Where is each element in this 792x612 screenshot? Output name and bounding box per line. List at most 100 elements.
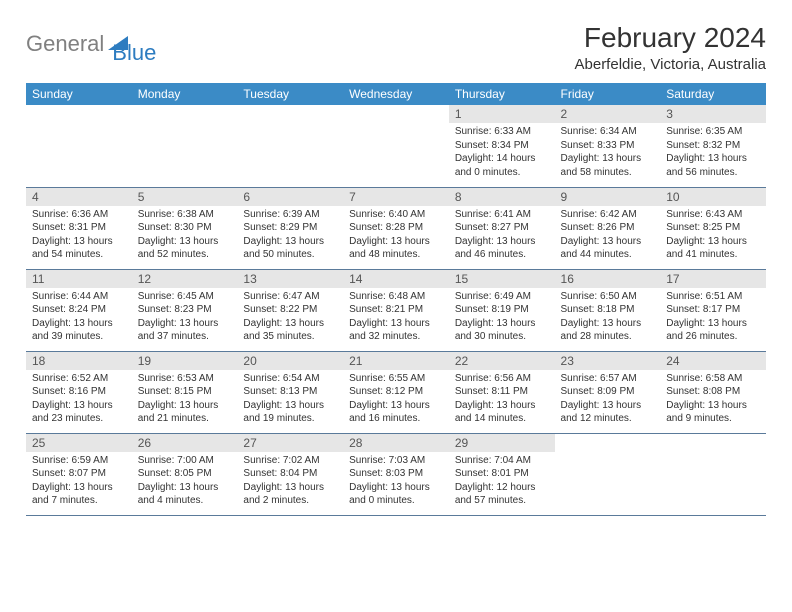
sunrise-text: Sunrise: 6:58 AM xyxy=(666,372,760,386)
calendar-table: Sunday Monday Tuesday Wednesday Thursday… xyxy=(26,83,766,516)
day-detail: Sunrise: 6:55 AMSunset: 8:12 PMDaylight:… xyxy=(343,370,449,430)
daylight-text: Daylight: 13 hours and 30 minutes. xyxy=(455,317,549,344)
day-number: 17 xyxy=(660,270,766,288)
sunset-text: Sunset: 8:03 PM xyxy=(349,467,443,481)
day-detail: Sunrise: 6:44 AMSunset: 8:24 PMDaylight:… xyxy=(26,288,132,348)
calendar-week-row: 4Sunrise: 6:36 AMSunset: 8:31 PMDaylight… xyxy=(26,187,766,269)
day-number: 6 xyxy=(237,188,343,206)
day-detail: Sunrise: 6:59 AMSunset: 8:07 PMDaylight:… xyxy=(26,452,132,512)
daylight-text: Daylight: 13 hours and 41 minutes. xyxy=(666,235,760,262)
daylight-text: Daylight: 13 hours and 26 minutes. xyxy=(666,317,760,344)
weekday-header: Monday xyxy=(132,83,238,105)
daylight-text: Daylight: 14 hours and 0 minutes. xyxy=(455,152,549,179)
daylight-text: Daylight: 13 hours and 58 minutes. xyxy=(561,152,655,179)
calendar-day-cell: 13Sunrise: 6:47 AMSunset: 8:22 PMDayligh… xyxy=(237,269,343,351)
day-number: 5 xyxy=(132,188,238,206)
daylight-text: Daylight: 13 hours and 23 minutes. xyxy=(32,399,126,426)
day-detail: Sunrise: 6:56 AMSunset: 8:11 PMDaylight:… xyxy=(449,370,555,430)
title-block: February 2024 Aberfeldie, Victoria, Aust… xyxy=(575,22,767,73)
sunrise-text: Sunrise: 6:57 AM xyxy=(561,372,655,386)
day-number: 19 xyxy=(132,352,238,370)
calendar-day-cell: 28Sunrise: 7:03 AMSunset: 8:03 PMDayligh… xyxy=(343,433,449,515)
calendar-day-cell: 23Sunrise: 6:57 AMSunset: 8:09 PMDayligh… xyxy=(555,351,661,433)
weekday-header: Thursday xyxy=(449,83,555,105)
day-number: 23 xyxy=(555,352,661,370)
calendar-day-cell xyxy=(660,433,766,515)
sunrise-text: Sunrise: 6:59 AM xyxy=(32,454,126,468)
day-detail: Sunrise: 6:58 AMSunset: 8:08 PMDaylight:… xyxy=(660,370,766,430)
day-number: 22 xyxy=(449,352,555,370)
calendar-day-cell xyxy=(26,105,132,187)
sunset-text: Sunset: 8:16 PM xyxy=(32,385,126,399)
day-detail: Sunrise: 6:47 AMSunset: 8:22 PMDaylight:… xyxy=(237,288,343,348)
sunrise-text: Sunrise: 6:39 AM xyxy=(243,208,337,222)
month-title: February 2024 xyxy=(575,22,767,54)
sunset-text: Sunset: 8:07 PM xyxy=(32,467,126,481)
calendar-day-cell xyxy=(237,105,343,187)
daylight-text: Daylight: 13 hours and 54 minutes. xyxy=(32,235,126,262)
sunset-text: Sunset: 8:27 PM xyxy=(455,221,549,235)
day-number: 8 xyxy=(449,188,555,206)
calendar-day-cell: 12Sunrise: 6:45 AMSunset: 8:23 PMDayligh… xyxy=(132,269,238,351)
sunset-text: Sunset: 8:31 PM xyxy=(32,221,126,235)
daylight-text: Daylight: 13 hours and 28 minutes. xyxy=(561,317,655,344)
daylight-text: Daylight: 13 hours and 14 minutes. xyxy=(455,399,549,426)
day-detail: Sunrise: 7:02 AMSunset: 8:04 PMDaylight:… xyxy=(237,452,343,512)
sunrise-text: Sunrise: 6:36 AM xyxy=(32,208,126,222)
day-detail: Sunrise: 6:50 AMSunset: 8:18 PMDaylight:… xyxy=(555,288,661,348)
day-number: 25 xyxy=(26,434,132,452)
day-detail: Sunrise: 6:42 AMSunset: 8:26 PMDaylight:… xyxy=(555,206,661,266)
daylight-text: Daylight: 13 hours and 32 minutes. xyxy=(349,317,443,344)
sunrise-text: Sunrise: 7:04 AM xyxy=(455,454,549,468)
sunset-text: Sunset: 8:29 PM xyxy=(243,221,337,235)
sunrise-text: Sunrise: 6:50 AM xyxy=(561,290,655,304)
day-detail: Sunrise: 7:00 AMSunset: 8:05 PMDaylight:… xyxy=(132,452,238,512)
day-number: 4 xyxy=(26,188,132,206)
day-detail: Sunrise: 6:34 AMSunset: 8:33 PMDaylight:… xyxy=(555,123,661,183)
calendar-day-cell: 4 Sunrise: 6:36 AMSunset: 8:31 PMDaylight… xyxy=(26,187,132,269)
day-number: 10 xyxy=(660,188,766,206)
calendar-day-cell: 8Sunrise: 6:41 AMSunset: 8:27 PMDaylight… xyxy=(449,187,555,269)
day-number: 16 xyxy=(555,270,661,288)
sunrise-text: Sunrise: 6:44 AM xyxy=(32,290,126,304)
header: General Blue February 2024 Aberfeldie, V… xyxy=(26,22,766,73)
calendar-day-cell: 5Sunrise: 6:38 AMSunset: 8:30 PMDaylight… xyxy=(132,187,238,269)
day-detail: Sunrise: 6:51 AMSunset: 8:17 PMDaylight:… xyxy=(660,288,766,348)
sunrise-text: Sunrise: 6:35 AM xyxy=(666,125,760,139)
sunset-text: Sunset: 8:22 PM xyxy=(243,303,337,317)
sunset-text: Sunset: 8:05 PM xyxy=(138,467,232,481)
day-number: 14 xyxy=(343,270,449,288)
day-number: 3 xyxy=(660,105,766,123)
day-detail: Sunrise: 6:38 AMSunset: 8:30 PMDaylight:… xyxy=(132,206,238,266)
daylight-text: Daylight: 13 hours and 37 minutes. xyxy=(138,317,232,344)
weekday-header-row: Sunday Monday Tuesday Wednesday Thursday… xyxy=(26,83,766,105)
calendar-day-cell xyxy=(555,433,661,515)
sunset-text: Sunset: 8:28 PM xyxy=(349,221,443,235)
calendar-week-row: 11Sunrise: 6:44 AMSunset: 8:24 PMDayligh… xyxy=(26,269,766,351)
logo-text-blue: Blue xyxy=(112,40,156,66)
calendar-day-cell: 21Sunrise: 6:55 AMSunset: 8:12 PMDayligh… xyxy=(343,351,449,433)
daylight-text: Daylight: 13 hours and 0 minutes. xyxy=(349,481,443,508)
weekday-header: Tuesday xyxy=(237,83,343,105)
sunrise-text: Sunrise: 6:52 AM xyxy=(32,372,126,386)
sunrise-text: Sunrise: 6:55 AM xyxy=(349,372,443,386)
day-number: 20 xyxy=(237,352,343,370)
sunrise-text: Sunrise: 6:47 AM xyxy=(243,290,337,304)
calendar-day-cell: 24Sunrise: 6:58 AMSunset: 8:08 PMDayligh… xyxy=(660,351,766,433)
day-number: 15 xyxy=(449,270,555,288)
sunset-text: Sunset: 8:08 PM xyxy=(666,385,760,399)
day-number: 26 xyxy=(132,434,238,452)
calendar-day-cell: 14Sunrise: 6:48 AMSunset: 8:21 PMDayligh… xyxy=(343,269,449,351)
calendar-day-cell: 22Sunrise: 6:56 AMSunset: 8:11 PMDayligh… xyxy=(449,351,555,433)
sunrise-text: Sunrise: 6:43 AM xyxy=(666,208,760,222)
calendar-day-cell: 16Sunrise: 6:50 AMSunset: 8:18 PMDayligh… xyxy=(555,269,661,351)
daylight-text: Daylight: 13 hours and 4 minutes. xyxy=(138,481,232,508)
sunrise-text: Sunrise: 6:49 AM xyxy=(455,290,549,304)
day-number: 1 xyxy=(449,105,555,123)
day-number: 13 xyxy=(237,270,343,288)
day-detail: Sunrise: 6:57 AMSunset: 8:09 PMDaylight:… xyxy=(555,370,661,430)
sunset-text: Sunset: 8:04 PM xyxy=(243,467,337,481)
sunset-text: Sunset: 8:25 PM xyxy=(666,221,760,235)
sunset-text: Sunset: 8:09 PM xyxy=(561,385,655,399)
day-detail: Sunrise: 6:53 AMSunset: 8:15 PMDaylight:… xyxy=(132,370,238,430)
